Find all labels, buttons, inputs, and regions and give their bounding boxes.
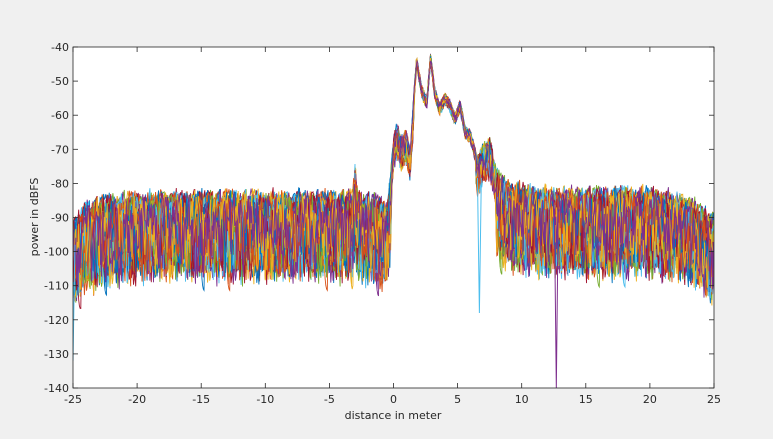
series-lines [73,53,714,388]
y-tick-label: -70 [51,143,69,156]
x-axis-ticks: -25 -20 -15 -10 -5 0 5 10 15 20 25 [64,47,721,406]
y-tick-label: -140 [44,382,69,395]
x-tick-label: -15 [192,393,210,406]
y-tick-label: -110 [44,280,69,293]
x-tick-label: 10 [515,393,529,406]
dip-spike [553,210,559,388]
y-tick-label: -90 [51,212,69,225]
y-axis-label: power in dBFS [28,178,41,257]
x-tick-label: -10 [256,393,274,406]
x-tick-label: -20 [128,393,146,406]
x-axis-label: distance in meter [345,409,442,422]
y-tick-label: -60 [51,109,69,122]
y-axis-ticks: -140 -130 -120 -110 -100 -90 -80 -70 -60 -50 -40 [44,41,714,395]
x-tick-label: -25 [64,393,82,406]
x-tick-label: 5 [454,393,461,406]
x-tick-label: 0 [390,393,397,406]
y-tick-label: -40 [51,41,69,54]
y-tick-label: -50 [51,75,69,88]
y-tick-label: -130 [44,348,69,361]
x-tick-label: 25 [707,393,721,406]
x-tick-label: 20 [643,393,657,406]
y-tick-label: -100 [44,246,69,259]
y-tick-label: -80 [51,177,69,190]
dip-spike [476,177,482,313]
x-tick-label: 15 [579,393,593,406]
x-tick-label: -5 [324,393,335,406]
y-tick-label: -120 [44,314,69,327]
series-line [73,59,714,298]
dip-spike [73,244,76,361]
